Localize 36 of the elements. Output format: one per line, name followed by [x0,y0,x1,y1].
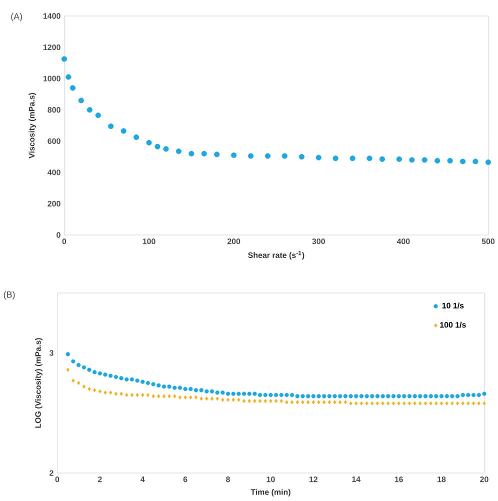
point [61,56,67,62]
point [316,154,322,160]
point [350,156,356,162]
point [230,152,236,158]
point [176,148,182,154]
point [248,153,254,159]
point [66,74,72,80]
text: (B) [4,291,15,300]
point [163,146,169,152]
point [188,150,194,156]
point [108,123,114,130]
point [86,107,92,113]
point [485,159,491,166]
point [379,156,385,162]
point [146,140,152,146]
point [422,157,428,163]
point [95,112,101,118]
point [201,150,207,156]
point [282,153,288,159]
point [133,134,139,140]
point [70,85,76,91]
point [366,156,372,162]
point [396,156,402,162]
point [460,158,466,164]
point [214,152,220,158]
point [264,153,270,159]
point [447,158,453,164]
point [120,128,126,134]
point [78,98,84,104]
point [332,156,338,162]
point [154,144,160,150]
point [298,154,304,160]
text: (A) [11,12,22,22]
point [472,158,478,164]
point [409,157,415,163]
point [434,158,440,164]
